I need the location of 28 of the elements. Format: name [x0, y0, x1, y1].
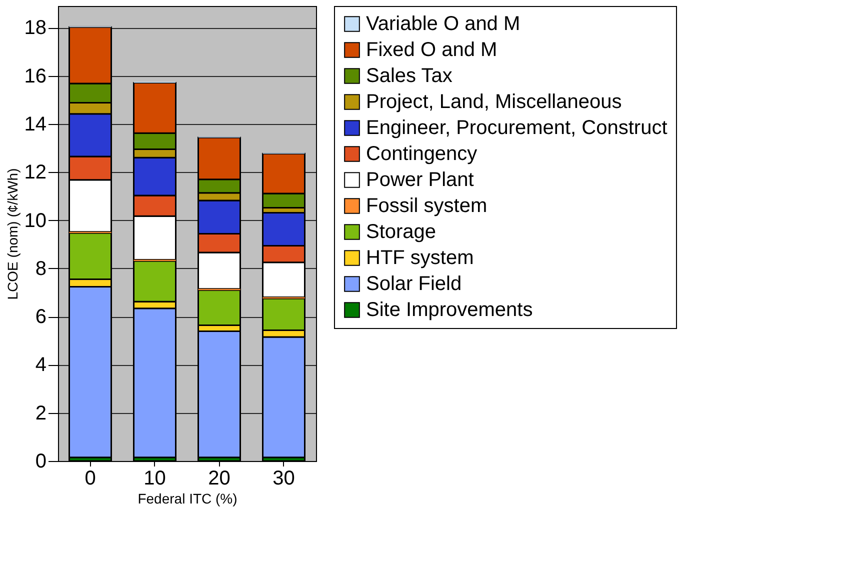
- y-tick-label: 0: [35, 450, 46, 472]
- x-tick-label: 30: [272, 468, 295, 490]
- legend-label: Site Improvements: [366, 299, 533, 321]
- legend-label: Solar Field: [366, 273, 462, 295]
- legend-label: Storage: [366, 221, 436, 243]
- y-tick-label: 8: [35, 258, 46, 280]
- y-tick-label: 16: [24, 65, 46, 88]
- legend-label: Engineer, Procurement, Construct: [366, 117, 668, 139]
- x-tick-label: 20: [208, 468, 230, 490]
- y-tick-label: 18: [24, 17, 46, 40]
- y-axis-title: LCOE (nom) (¢/kWh): [4, 168, 20, 300]
- y-tick-label: 2: [35, 402, 46, 424]
- x-tick-label: 10: [144, 468, 166, 490]
- y-tick-label: 10: [24, 210, 46, 232]
- legend-label: Sales Tax: [366, 65, 452, 87]
- y-tick-label: 4: [35, 354, 46, 376]
- legend-label: Variable O and M: [366, 13, 520, 35]
- legend-label: Fixed O and M: [366, 39, 498, 61]
- y-tick-label: 14: [24, 113, 46, 136]
- legend-label: HTF system: [366, 247, 474, 269]
- legend-label: Fossil system: [366, 195, 488, 217]
- y-tick-label: 6: [35, 306, 46, 328]
- x-axis-title: Federal ITC (%): [138, 490, 238, 506]
- x-tick-label: 0: [84, 468, 96, 490]
- legend-label: Contingency: [366, 143, 478, 165]
- legend-label: Project, Land, Miscellaneous: [366, 91, 622, 113]
- legend-label: Power Plant: [366, 169, 474, 191]
- y-tick-label: 12: [24, 162, 46, 184]
